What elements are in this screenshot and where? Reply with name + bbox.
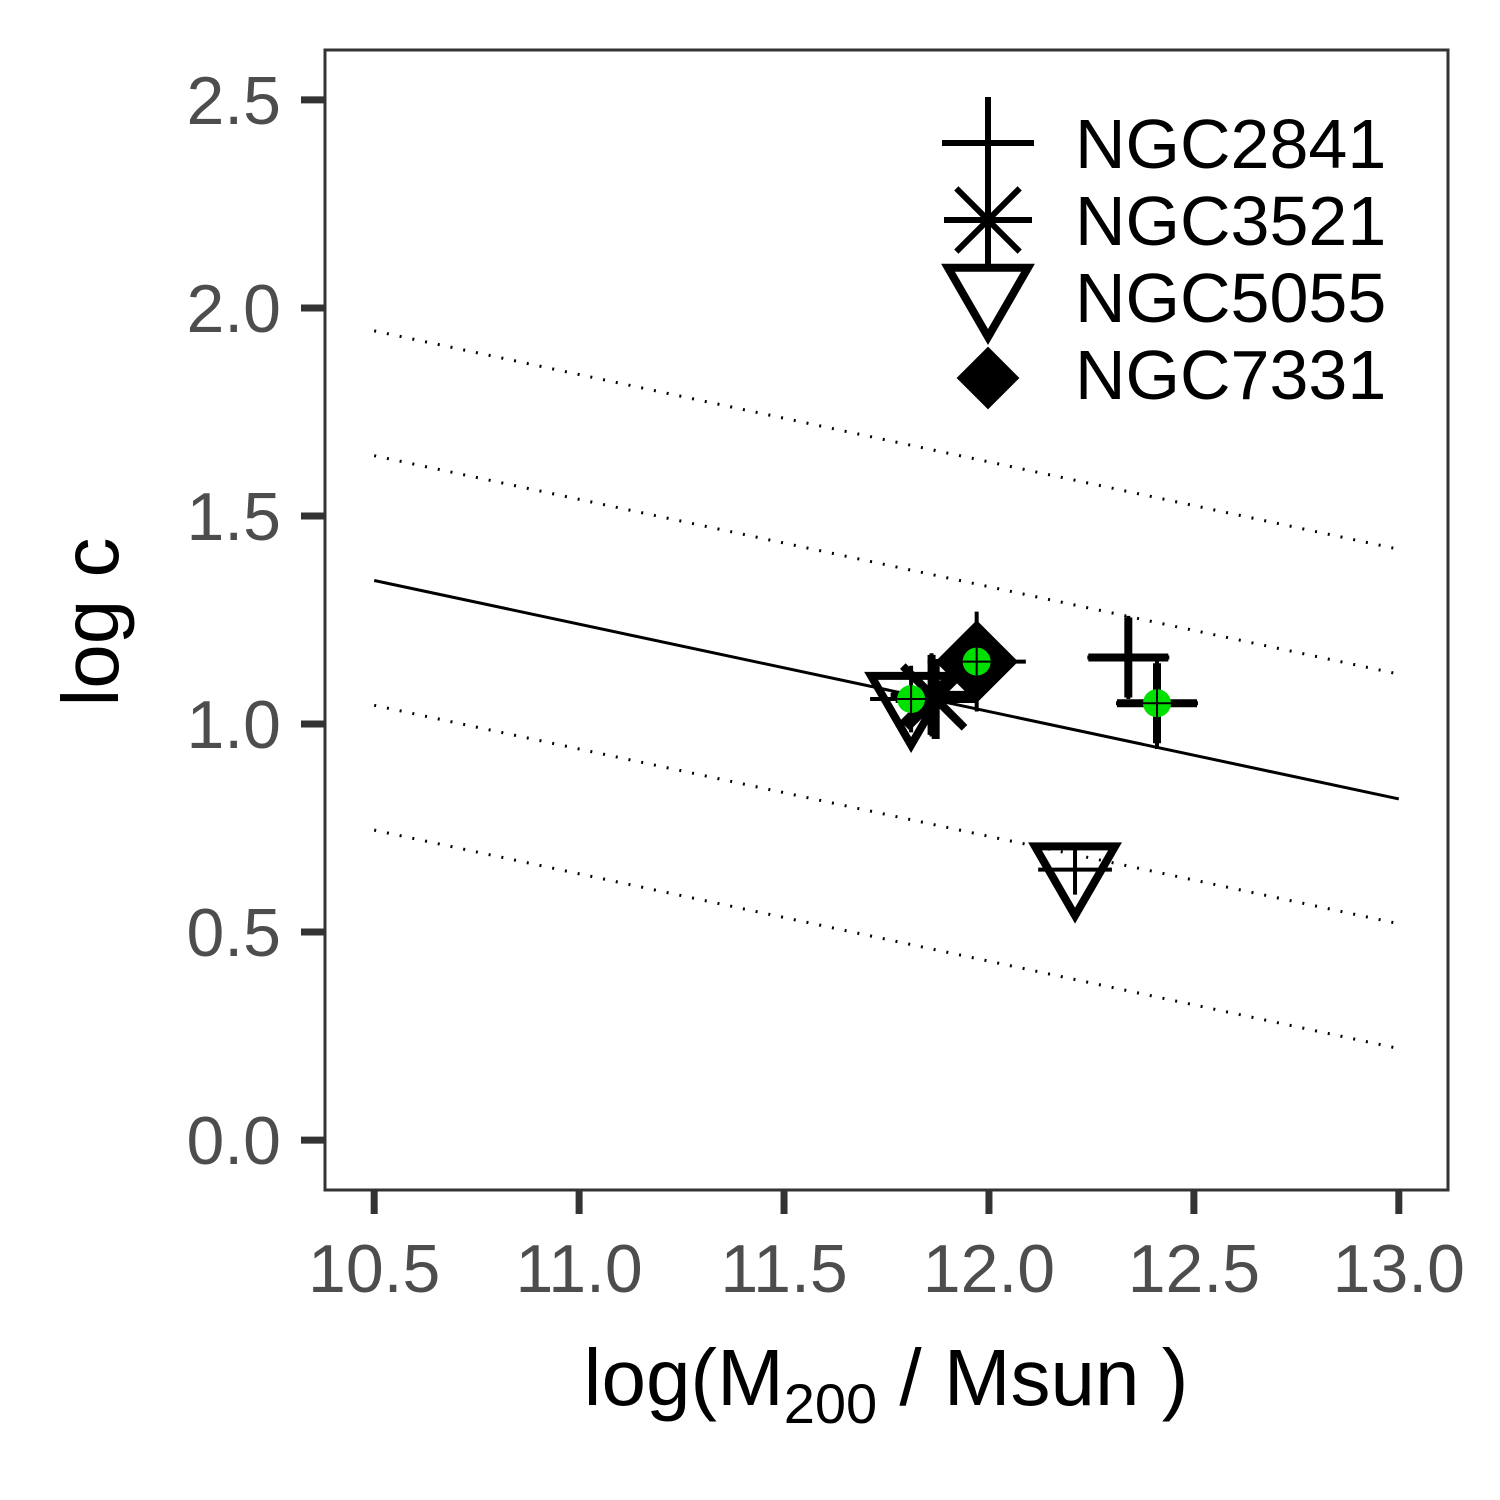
legend-entry: NGC7331 xyxy=(956,336,1386,414)
legend-label: NGC2841 xyxy=(1075,105,1386,183)
triangle-down-marker xyxy=(941,263,1035,345)
y-tick-label: 0.5 xyxy=(186,895,281,971)
data-point xyxy=(927,611,1026,712)
triangle-down-marker xyxy=(1028,842,1122,924)
y-tick-label: 1.0 xyxy=(186,687,281,763)
triangle-down-marker xyxy=(864,671,959,754)
legend-label: NGC3521 xyxy=(1075,182,1386,260)
x-tick-label: 12.5 xyxy=(1128,1231,1260,1307)
y-tick-label: 1.5 xyxy=(186,479,281,555)
legend-label: NGC5055 xyxy=(1075,259,1386,337)
series-ngc7331 xyxy=(927,611,1026,712)
x-axis-title: log(M200 / Msun ) xyxy=(584,1333,1189,1435)
y-tick-label: 2.5 xyxy=(186,63,281,139)
legend-entry: NGC3521 xyxy=(944,176,1386,264)
data-point xyxy=(1116,657,1198,749)
y-tick-label: 0.0 xyxy=(186,1103,281,1179)
data-points xyxy=(864,611,1198,924)
x-tick-label: 10.5 xyxy=(308,1231,440,1307)
series-ngc5055 xyxy=(864,665,1122,924)
data-point xyxy=(1028,842,1122,924)
asterisk-marker-d2 xyxy=(954,186,1022,254)
relation-lines xyxy=(373,329,1400,1051)
x-axis-title-main: log(M xyxy=(584,1333,784,1422)
legend-entry: NGC2841 xyxy=(942,97,1386,189)
x-tick-label: 13.0 xyxy=(1333,1231,1465,1307)
y-tick-label: 2.0 xyxy=(186,271,281,347)
relation-line xyxy=(373,579,1400,801)
axes: 10.5 11.0 11.5 12.0 12.5 13.0 0.0 0.5 1.0 1.5 2.0 2… xyxy=(186,50,1465,1307)
x-axis-title-tail: / Msun ) xyxy=(877,1333,1188,1422)
y-axis-title: log c xyxy=(46,538,135,707)
legend-label: NGC7331 xyxy=(1075,336,1386,414)
x-tick-label: 12.0 xyxy=(923,1231,1055,1307)
series-ngc2841 xyxy=(1087,615,1198,749)
diamond-marker xyxy=(956,346,1020,410)
data-point xyxy=(864,665,959,754)
x-axis-title-sub: 200 xyxy=(784,1372,877,1435)
plot-panel xyxy=(323,48,1450,1192)
x-tick-label: 11.5 xyxy=(720,1231,847,1307)
legend-entry: NGC5055 xyxy=(941,259,1386,345)
x-tick-label: 11.0 xyxy=(515,1231,642,1307)
